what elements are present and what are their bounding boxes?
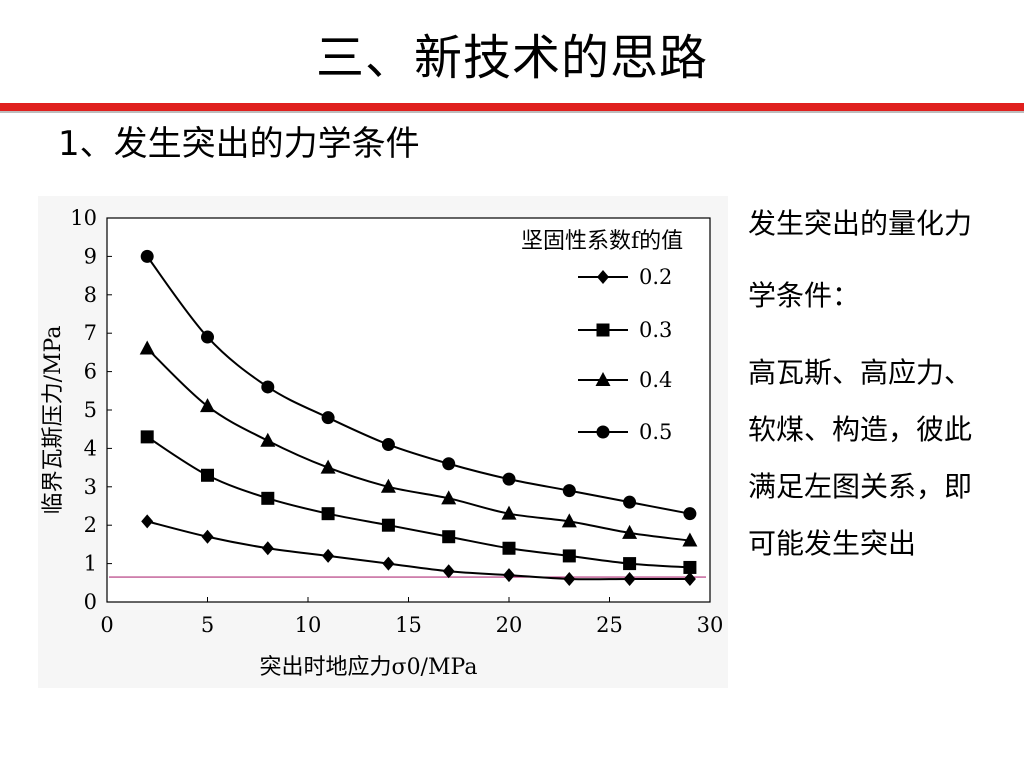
data-point-0.5 [562,484,576,498]
y-tick-label: 2 [84,513,97,537]
data-point-0.5 [502,472,516,486]
x-tick-label: 0 [100,613,113,637]
legend-label-0.2: 0.2 [639,265,672,289]
series-line-0.2 [146,520,690,581]
data-point-0.3 [623,557,637,571]
series-line-0.4 [146,347,691,542]
y-tick-label: 7 [84,321,97,345]
x-tick-label: 10 [295,613,322,637]
data-point-0.4 [441,490,457,505]
y-tick-label: 10 [70,206,97,230]
chart-panel: 0 5 10 15 20 25 30 0 1 2 3 4 5 6 7 8 9 10 突出时地应力σ0/MPa 临界瓦斯… [38,196,728,688]
y-tick-label: 8 [84,283,97,307]
legend-marker-0.3 [596,323,610,337]
x-tick-label: 15 [395,613,422,637]
data-point-0.2 [382,556,395,571]
data-point-0.3 [381,518,395,532]
y-tick-label: 9 [84,244,97,268]
data-point-0.5 [683,507,697,521]
data-point-0.3 [321,507,335,521]
data-point-0.4 [682,532,698,547]
data-point-0.2 [563,571,576,586]
legend-marker-0.5 [596,425,610,439]
x-tick-label: 25 [596,613,623,637]
y-tick-label: 0 [84,590,97,614]
y-tick-label: 4 [84,436,97,460]
slide-subtitle: 1、发生突出的力学条件 [58,124,420,164]
data-point-0.3 [442,530,456,544]
y-tick-label: 3 [84,475,97,499]
title-divider-gray [0,111,1024,113]
plot-frame [106,217,711,603]
data-point-0.4 [139,340,155,355]
series-line-0.5 [146,255,691,515]
series-line-0.3 [146,436,690,569]
data-point-0.3 [502,541,516,555]
data-point-0.3 [683,560,697,574]
data-point-0.4 [380,478,396,493]
data-point-0.4 [622,524,638,539]
data-point-0.5 [442,457,456,471]
side-text-description: 高瓦斯、高应力、软煤、构造，彼此满足左图关系，即可能发生突出 [748,356,973,560]
data-point-0.3 [201,468,214,482]
legend-label-0.5: 0.5 [639,420,672,444]
legend-label-0.4: 0.4 [639,368,672,392]
data-point-0.5 [381,438,395,452]
data-point-0.5 [201,330,214,344]
data-point-0.2 [623,571,636,586]
data-point-0.4 [260,432,276,447]
data-point-0.2 [261,541,274,556]
slide-title: 三、新技术的思路 [315,30,708,86]
data-point-0.2 [503,568,515,583]
title-divider-red [0,103,1024,111]
data-point-0.2 [201,529,214,544]
x-axis-label: 突出时地应力σ0/MPa [260,655,478,680]
data-point-0.5 [261,380,275,394]
legend-marker-0.2 [597,270,609,284]
critical-gas-pressure-chart: 0 5 10 15 20 25 30 0 1 2 3 4 5 6 7 8 9 10 突出时地应力σ0/MPa 临界瓦斯… [41,206,724,680]
y-tick-label: 6 [84,360,97,384]
data-point-0.5 [623,495,637,509]
y-tick-label: 1 [84,552,97,576]
data-point-0.3 [562,549,576,563]
data-point-0.4 [501,505,517,520]
y-axis-label: 临界瓦斯压力/MPa [41,326,66,515]
legend-label-0.3: 0.3 [639,318,672,342]
data-point-0.5 [321,411,335,425]
legend-marker-0.4 [595,372,611,386]
side-text-condition: 发生突出的量化力学条件： [748,207,973,312]
data-point-0.5 [140,249,154,263]
data-point-0.4 [200,398,215,413]
data-point-0.3 [261,491,275,505]
legend-title: 坚固性系数f的值 [521,229,683,254]
data-point-0.2 [683,571,696,586]
y-tick-label: 5 [84,398,97,422]
data-point-0.2 [442,564,455,579]
x-tick-label: 20 [496,613,523,637]
x-tick-label: 30 [697,613,724,637]
data-point-0.2 [141,514,154,529]
data-point-0.4 [561,513,577,528]
data-point-0.3 [140,430,154,444]
data-point-0.2 [322,548,335,563]
x-tick-label: 5 [201,613,214,637]
data-point-0.4 [320,459,336,474]
